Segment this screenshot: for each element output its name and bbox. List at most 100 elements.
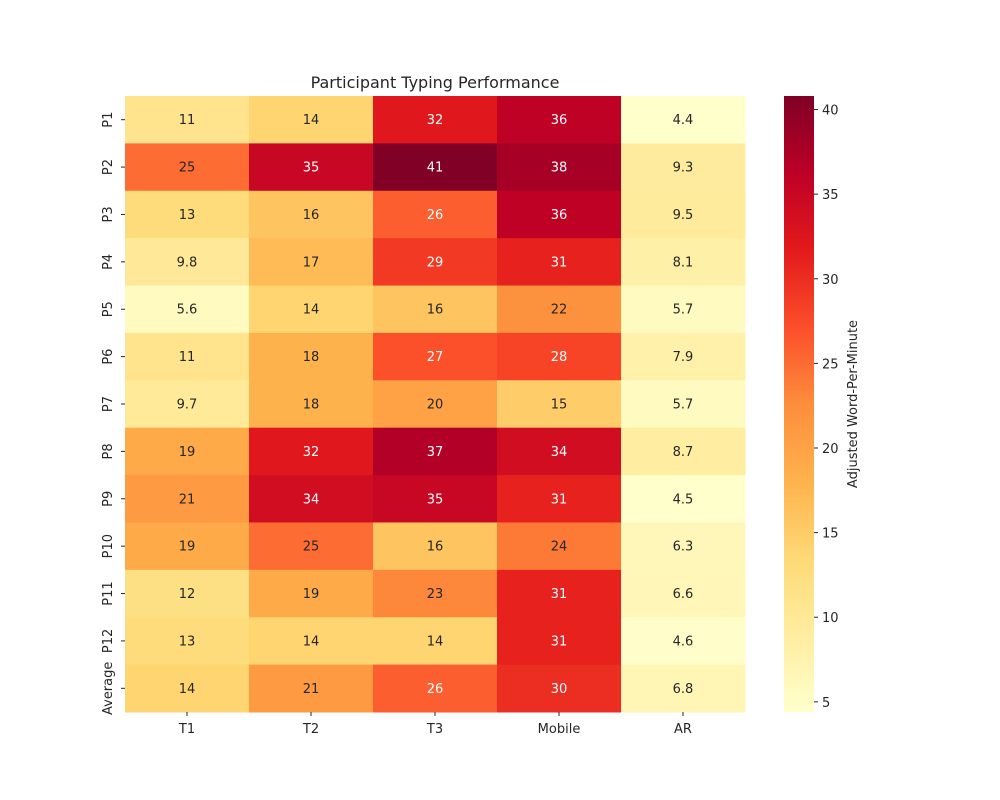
cell-value-label: 31	[551, 634, 568, 649]
cell-value-label: 4.4	[673, 113, 694, 128]
cell-value-label: 14	[179, 682, 196, 697]
y-tick-label: P2	[101, 159, 116, 175]
cell-value-label: 19	[303, 587, 320, 602]
y-tick-label: P9	[101, 491, 116, 507]
y-tick-label: P10	[101, 534, 116, 558]
heatmap-cell	[249, 475, 374, 523]
cell-value-label: 34	[551, 445, 568, 460]
cell-value-label: 21	[179, 492, 196, 507]
colorbar-tick-label: 35	[822, 188, 839, 203]
x-tick-label: T3	[426, 722, 443, 737]
y-tick-label: P12	[101, 629, 116, 653]
cell-value-label: 21	[303, 682, 320, 697]
chart-title: Participant Typing Performance	[311, 73, 560, 92]
cell-value-label: 16	[303, 208, 320, 223]
heatmap-cell	[125, 617, 250, 666]
heatmap-cell	[621, 285, 746, 334]
cell-value-label: 8.7	[673, 445, 694, 460]
heatmap-cell	[125, 380, 250, 429]
heatmap-cell	[497, 427, 622, 476]
y-tick-label: P8	[101, 443, 116, 459]
y-tick-label: P11	[101, 581, 116, 605]
colorbar-gradient	[784, 96, 814, 712]
y-tick-label: P4	[101, 254, 116, 270]
heatmap-cell	[125, 143, 250, 192]
colorbar-tick-label: 15	[822, 527, 839, 542]
cell-value-label: 34	[303, 492, 320, 507]
heatmap-cell	[125, 332, 250, 381]
cell-value-label: 19	[179, 445, 196, 460]
colorbar-tick-label: 20	[822, 442, 839, 457]
cell-value-label: 27	[427, 350, 444, 365]
cell-value-label: 16	[427, 540, 444, 555]
cell-value-label: 9.3	[673, 161, 694, 176]
heatmap-cell	[249, 96, 374, 144]
cell-value-label: 30	[551, 682, 568, 697]
heatmap-cell	[373, 617, 498, 666]
cell-value-label: 36	[551, 113, 568, 128]
cell-value-label: 6.6	[673, 587, 694, 602]
heatmap-cell	[373, 238, 498, 287]
cell-value-label: 29	[427, 255, 444, 270]
heatmap-cell	[621, 427, 746, 476]
cell-value-label: 20	[427, 398, 444, 413]
x-tick-label: Mobile	[538, 722, 581, 737]
cell-value-label: 25	[303, 540, 320, 555]
colorbar-tick-label: 40	[822, 104, 839, 119]
heatmap-cell	[373, 664, 498, 713]
heatmap-cell	[373, 522, 498, 571]
cell-value-label: 15	[551, 398, 568, 413]
cell-value-label: 23	[427, 587, 444, 602]
cell-value-label: 14	[427, 634, 444, 649]
heatmap-cell	[621, 380, 746, 429]
heatmap-cell	[621, 332, 746, 381]
heatmap-cell	[125, 96, 250, 144]
cell-value-labels: 11 14 32 36 4.4 25 35 41 38 9.3 13 16 26 36 9.5 9.8 17 29…	[177, 113, 694, 697]
cell-value-label: 35	[427, 492, 444, 507]
cell-value-label: 7.9	[673, 350, 694, 365]
cell-value-label: 9.8	[177, 255, 198, 270]
heatmap-cell	[373, 96, 498, 144]
heatmap-cell	[249, 427, 374, 476]
cell-value-label: 35	[303, 161, 320, 176]
cell-value-label: 36	[551, 208, 568, 223]
colorbar: 5 10 15 20 25 30 35 40	[784, 96, 839, 712]
cell-value-label: 14	[303, 113, 320, 128]
heatmap-cell	[249, 617, 374, 666]
heatmap-cell	[125, 475, 250, 523]
colorbar-tick-label: 25	[822, 357, 839, 372]
cell-value-label: 28	[551, 350, 568, 365]
cell-value-label: 9.5	[673, 208, 694, 223]
y-axis: P1 P2 P3 P4 P5 P6 P7 P8 P9 P10 P11 P12 Average	[101, 112, 125, 715]
heatmap-cell	[373, 569, 498, 618]
cell-value-label: 17	[303, 255, 320, 270]
colorbar-tick-label: 30	[822, 273, 839, 288]
cell-value-label: 6.8	[673, 682, 694, 697]
heatmap-cell	[125, 569, 250, 618]
heatmap-cell	[373, 285, 498, 334]
cell-value-label: 19	[179, 540, 196, 555]
colorbar-label: Adjusted Word-Per-Minute	[846, 320, 861, 488]
cell-value-label: 5.6	[177, 303, 198, 318]
cell-value-label: 37	[427, 445, 444, 460]
y-tick-label: P1	[101, 112, 116, 128]
heatmap-cell	[373, 475, 498, 523]
y-tick-label: P7	[101, 396, 116, 412]
cell-value-label: 41	[427, 161, 444, 176]
heatmap-cell	[125, 522, 250, 571]
cell-value-label: 13	[179, 208, 196, 223]
heatmap-cell	[249, 285, 374, 334]
x-tick-label: AR	[674, 722, 692, 737]
heatmap-cell	[373, 427, 498, 476]
heatmap-cell	[497, 380, 622, 429]
cell-value-label: 11	[179, 113, 196, 128]
heatmap-cell	[249, 332, 374, 381]
cell-value-label: 11	[179, 350, 196, 365]
cell-value-label: 26	[427, 682, 444, 697]
heatmap-cell	[497, 664, 622, 713]
heatmap-cell	[125, 285, 250, 334]
heatmap-cell	[373, 143, 498, 192]
heatmap-cell	[497, 332, 622, 381]
heatmap-cell	[125, 664, 250, 713]
